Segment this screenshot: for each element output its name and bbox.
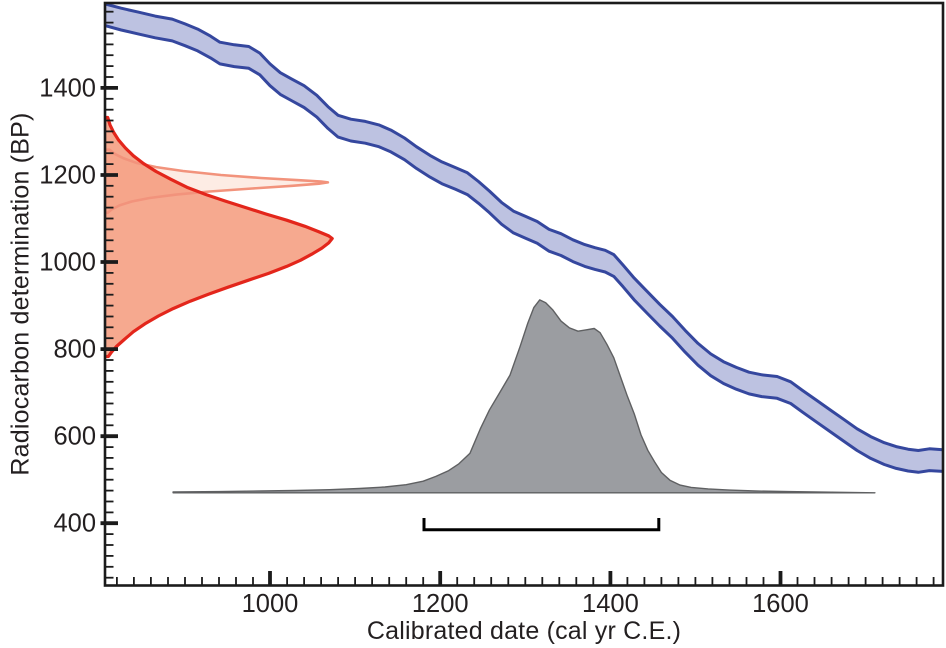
- radiocarbon-likelihood-red-fill: [105, 117, 333, 357]
- plot-frame: [103, 1, 945, 587]
- y-tick-label-1200: 1200: [39, 162, 96, 190]
- calibration-curve-upper-edge: [105, 3, 943, 452]
- calibrated-distribution: [172, 299, 876, 494]
- axis-ticks: [100, 10, 935, 587]
- plot-area: [105, 3, 943, 532]
- x-tick-label-1600: 1600: [752, 590, 809, 618]
- radiocarbon-likelihood-light-outline: [105, 148, 330, 215]
- y-tick-label-1400: 1400: [39, 74, 96, 102]
- tick-labels: 400 600 800 1000 1200 1400 1000 1200 1400 1600: [39, 74, 809, 618]
- radiocarbon-likelihood-light-fill: [105, 149, 328, 213]
- range-bracket: [422, 518, 661, 532]
- y-tick-label-1000: 1000: [39, 249, 96, 277]
- y-tick-label-400: 400: [53, 510, 96, 538]
- x-tick-label-1000: 1000: [242, 590, 299, 618]
- x-tick-label-1200: 1200: [412, 590, 469, 618]
- x-axis-title: Calibrated date (cal yr C.E.): [366, 617, 682, 645]
- y-tick-label-600: 600: [53, 423, 96, 451]
- y-axis-title: Radiocarbon determination (BP): [6, 112, 35, 476]
- y-tick-label-800: 800: [53, 336, 96, 364]
- x-tick-label-1400: 1400: [582, 590, 639, 618]
- radiocarbon-likelihood-red-outline: [105, 115, 334, 359]
- calibration-curve-lower-edge: [105, 24, 943, 474]
